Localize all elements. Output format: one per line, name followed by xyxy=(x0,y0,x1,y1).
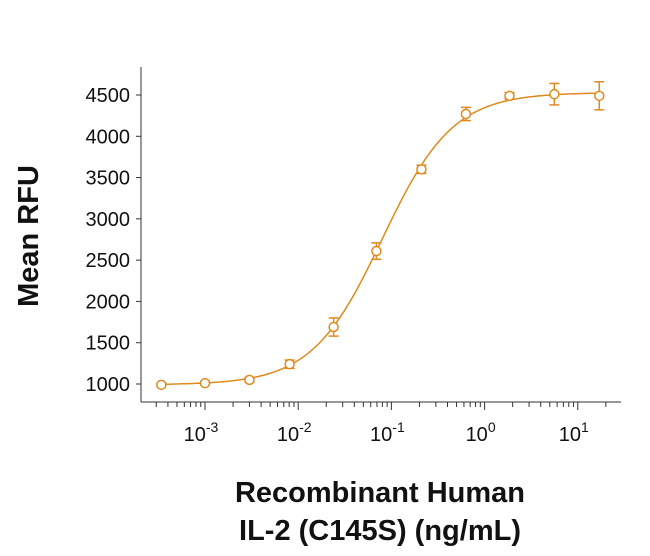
data-point xyxy=(328,317,339,337)
point-marker xyxy=(371,245,382,257)
point-marker xyxy=(328,321,339,333)
x-axis-label-line1: Recombinant Human xyxy=(235,477,525,509)
x-tick-label: 10-3 xyxy=(184,419,219,446)
x-tick-label: 10-2 xyxy=(277,419,312,446)
data-point xyxy=(594,81,605,111)
y-tick-label: 4000 xyxy=(86,126,131,148)
y-tick-label: 1000 xyxy=(86,374,131,396)
point-marker xyxy=(549,88,560,100)
x-tick-label: 100 xyxy=(466,419,496,446)
point-marker xyxy=(594,90,605,102)
y-tick-label: 2500 xyxy=(86,250,131,272)
x-tick-label: 101 xyxy=(559,419,589,446)
data-point xyxy=(244,374,255,386)
data-point xyxy=(284,358,295,370)
data-point xyxy=(460,106,472,122)
point-marker xyxy=(199,377,211,389)
point-marker xyxy=(504,90,515,102)
point-marker xyxy=(156,379,167,391)
y-tick-label: 1500 xyxy=(86,333,131,355)
y-tick-label: 3500 xyxy=(86,168,131,190)
data-point xyxy=(199,377,211,389)
y-tick-label: 3000 xyxy=(86,209,131,231)
y-axis-label: Mean RFU xyxy=(13,165,45,307)
point-marker xyxy=(244,374,255,386)
y-tick-label: 2000 xyxy=(86,291,131,313)
point-marker xyxy=(284,358,295,370)
data-point xyxy=(504,90,515,102)
y-tick-label: 4500 xyxy=(86,85,131,107)
data-point xyxy=(156,379,167,391)
point-marker xyxy=(416,164,427,175)
fit-curve xyxy=(161,92,598,386)
data-point xyxy=(371,242,382,261)
point-marker xyxy=(460,108,472,120)
data-point xyxy=(549,82,560,106)
x-axis-label-line2: IL-2 (C145S) (ng/mL) xyxy=(239,515,521,547)
data-point xyxy=(416,164,427,175)
x-tick-label: 10-1 xyxy=(370,419,405,446)
